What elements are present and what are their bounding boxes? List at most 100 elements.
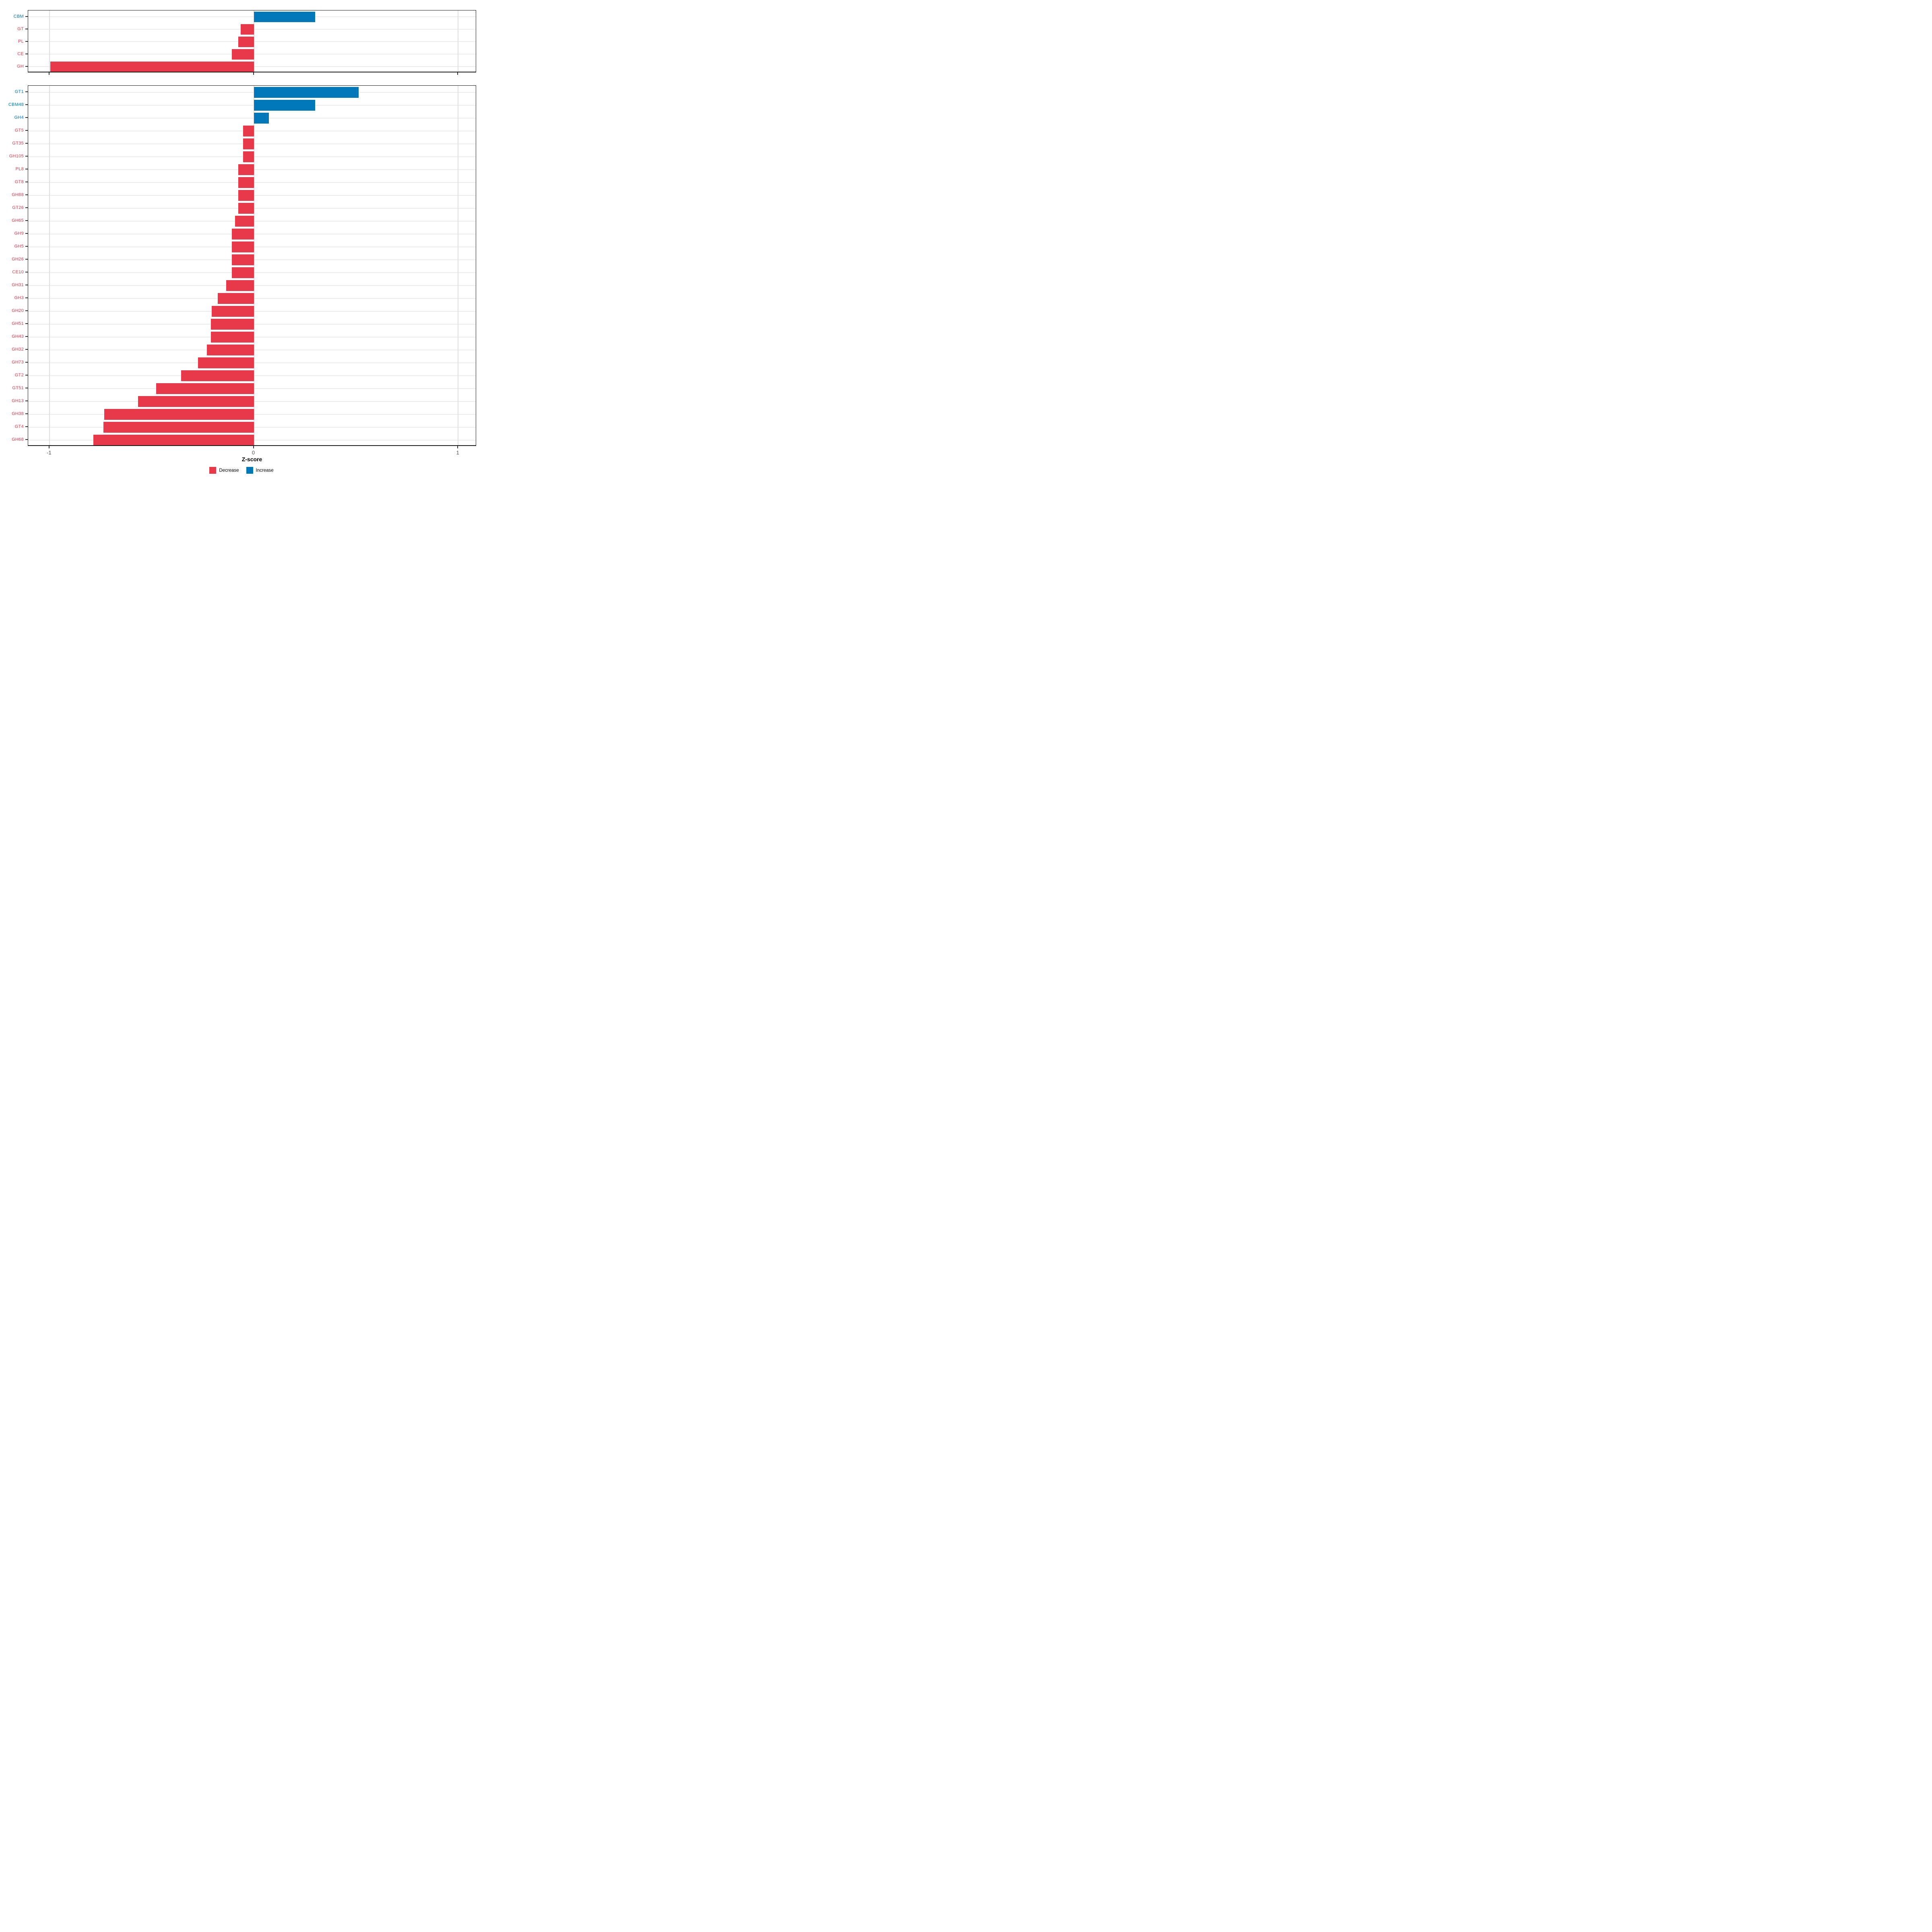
y-axis-tick: [25, 91, 28, 92]
y-axis-tick: [25, 156, 28, 157]
bar-GT2: [181, 370, 254, 381]
x-axis-title: Z-score: [242, 456, 262, 462]
bar-GT5: [243, 125, 254, 136]
category-label-GT1: GT1: [14, 89, 24, 94]
bar-GH31: [226, 280, 254, 291]
y-axis-tick: [25, 310, 28, 311]
category-label-GH88: GH88: [12, 192, 24, 197]
x-axis-line: [28, 445, 476, 446]
category-label-GH: GH: [17, 64, 24, 69]
bar-PL8: [238, 164, 254, 175]
horizontal-gridline: [28, 92, 476, 93]
bar-GH3: [217, 293, 254, 304]
category-label-GH73: GH73: [12, 360, 24, 365]
category-label-GT5: GT5: [14, 128, 24, 133]
bar-CBM: [254, 11, 315, 22]
bar-GH68: [93, 434, 254, 446]
category-label-CE: CE: [17, 51, 24, 56]
y-axis-tick: [25, 362, 28, 363]
bar-GH73: [198, 357, 254, 368]
legend-label-decrease: Decrease: [219, 468, 239, 473]
y-axis-tick: [25, 41, 28, 42]
y-axis-tick: [25, 130, 28, 131]
category-label-GT2: GT2: [14, 373, 24, 378]
category-label-GT4: GT4: [14, 424, 24, 429]
category-label-GH13: GH13: [12, 398, 24, 403]
category-label-GH31: GH31: [12, 283, 24, 287]
x-axis-tick-label: 0: [252, 450, 255, 456]
category-label-GH26: GH26: [12, 257, 24, 262]
legend-item-decrease: Decrease: [209, 467, 239, 474]
x-axis-tick: [48, 72, 50, 75]
bar-CE: [232, 49, 254, 60]
category-label-GH4: GH4: [14, 115, 24, 120]
y-axis-tick: [25, 259, 28, 260]
bar-CBM48: [254, 99, 315, 111]
category-label-CBM: CBM: [13, 14, 24, 19]
bottom-panel-plot-area: [28, 86, 476, 446]
bottom-panel: [28, 85, 476, 446]
bar-GH43: [211, 331, 254, 343]
bar-GH20: [212, 305, 254, 317]
bar-GH5: [232, 241, 254, 252]
legend: Decrease Increase: [0, 467, 483, 474]
y-axis-tick: [25, 400, 28, 401]
category-label-GH20: GH20: [12, 308, 24, 313]
category-label-GH3: GH3: [14, 295, 24, 300]
category-label-PL: PL: [18, 39, 24, 44]
category-label-CBM48: CBM48: [8, 102, 24, 107]
top-panel-plot-area: [28, 10, 476, 72]
y-axis-tick: [25, 297, 28, 298]
y-axis-tick: [25, 143, 28, 144]
y-axis-tick: [25, 375, 28, 376]
bar-GH9: [232, 228, 254, 239]
bar-GH32: [207, 344, 254, 355]
category-label-GT51: GT51: [12, 386, 24, 390]
x-axis-tick: [457, 446, 458, 448]
y-axis-tick: [25, 104, 28, 105]
legend-swatch-increase: [246, 467, 253, 474]
y-axis-tick: [25, 194, 28, 195]
bar-GH26: [232, 254, 254, 265]
category-label-GH38: GH38: [12, 411, 24, 416]
bar-GH: [50, 61, 254, 72]
category-label-PL8: PL8: [15, 167, 24, 171]
bar-GH38: [104, 409, 254, 420]
bar-CE10: [232, 267, 254, 278]
category-label-GH9: GH9: [14, 231, 24, 236]
bar-GH105: [243, 151, 254, 162]
category-label-GH51: GH51: [12, 321, 24, 326]
y-axis-tick: [25, 246, 28, 247]
y-axis-tick: [25, 207, 28, 208]
y-axis-tick: [25, 349, 28, 350]
vertical-gridline: [49, 86, 50, 446]
vertical-gridline: [49, 10, 50, 72]
bar-PL: [238, 36, 254, 47]
category-label-GH32: GH32: [12, 347, 24, 352]
category-label-GH5: GH5: [14, 244, 24, 249]
y-axis-tick: [25, 233, 28, 234]
category-label-GH68: GH68: [12, 437, 24, 442]
bar-GT: [240, 24, 254, 35]
x-axis-tick-label: -1: [47, 450, 52, 456]
x-axis-tick: [457, 72, 458, 75]
bar-GT4: [103, 421, 254, 433]
figure: CBM GT PL CE GH GT1 CBM48 GH4 GT5 GT35 GH105 PL8 GT8…: [0, 0, 483, 483]
y-axis-tick: [25, 16, 28, 17]
y-axis-tick: [25, 439, 28, 440]
bar-GT8: [238, 177, 254, 188]
bar-GT26: [238, 202, 254, 214]
bar-GT35: [243, 138, 254, 149]
y-axis-tick: [25, 413, 28, 414]
category-label-GT: GT: [17, 26, 24, 31]
legend-item-increase: Increase: [246, 467, 274, 474]
category-label-GH43: GH43: [12, 334, 24, 339]
bar-GT1: [254, 87, 359, 98]
bar-GH51: [211, 318, 254, 330]
bar-GH88: [238, 190, 254, 201]
category-label-GT26: GT26: [12, 205, 24, 210]
x-axis-tick: [48, 446, 50, 448]
bar-GH65: [235, 215, 254, 227]
category-label-GH65: GH65: [12, 218, 24, 223]
y-axis-tick: [25, 336, 28, 337]
